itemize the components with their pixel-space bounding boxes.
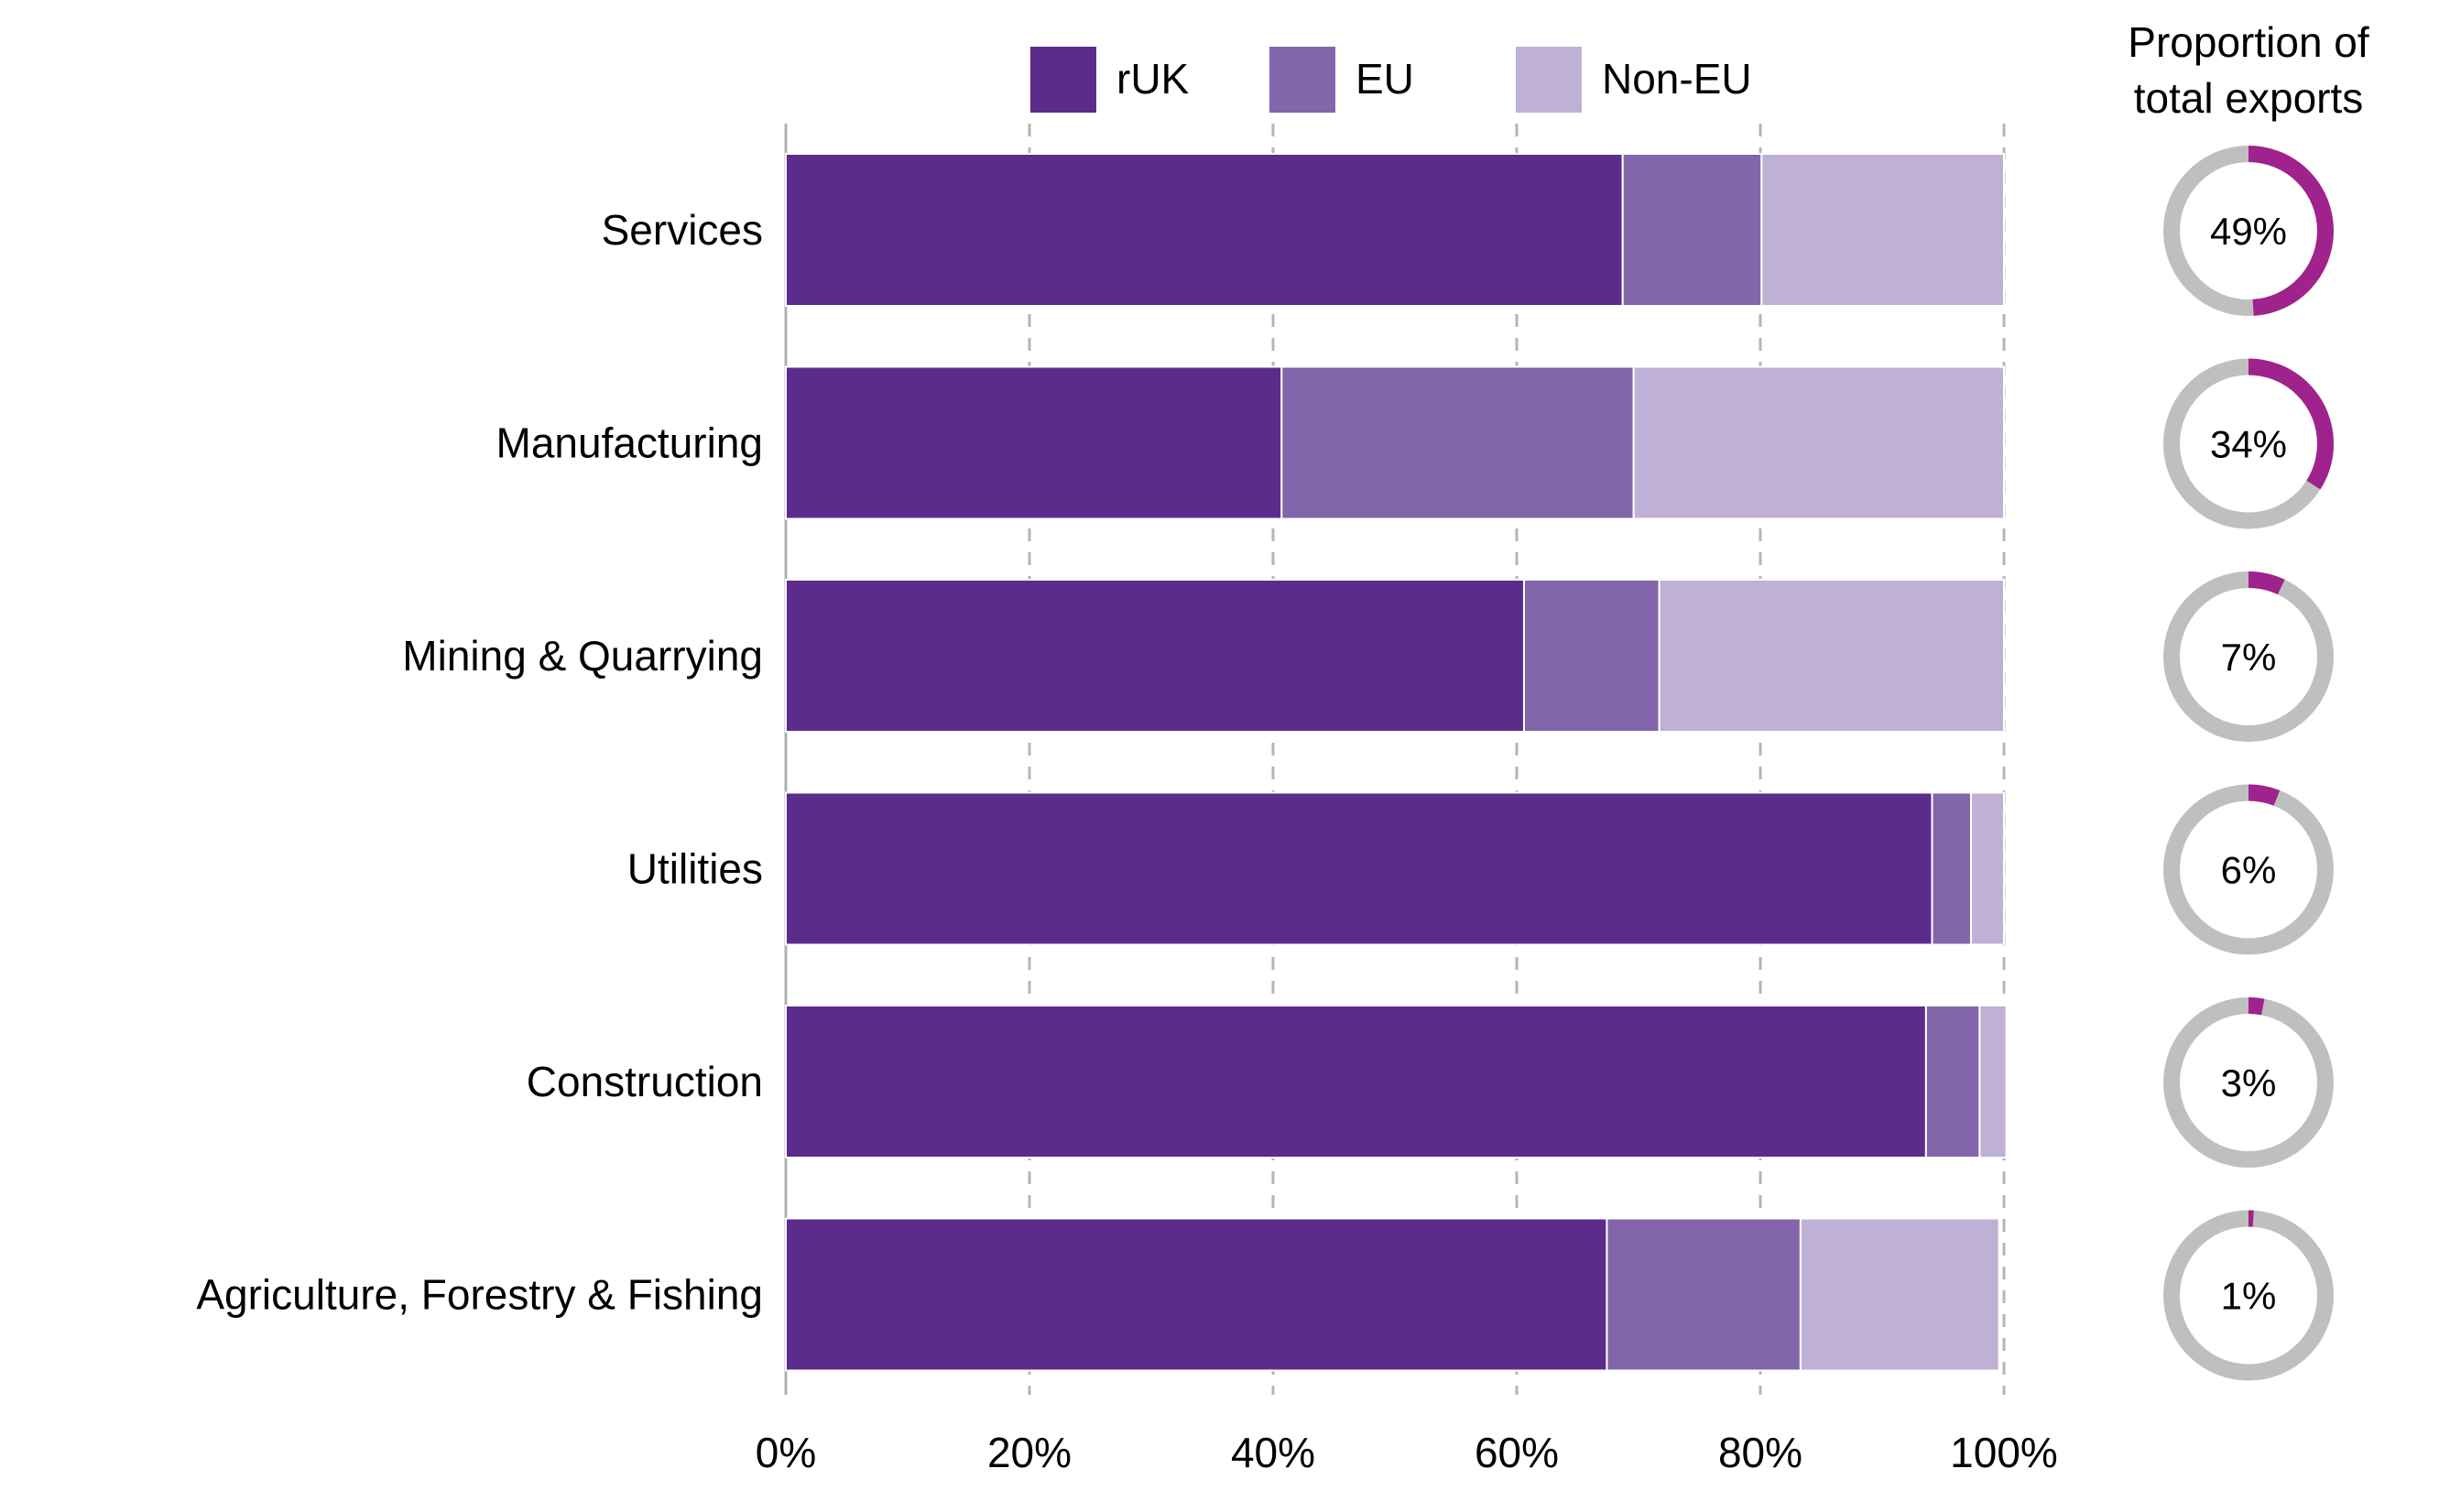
- donut-value-label: 6%: [2221, 849, 2277, 892]
- bar-segment: [785, 579, 1525, 733]
- bar-segment: [1658, 579, 2005, 733]
- donut-title-line-2: total exports: [2134, 74, 2364, 122]
- x-tick-label: 40%: [1231, 1429, 1315, 1476]
- category-label: Agriculture, Forestry & Fishing: [196, 1271, 763, 1319]
- bar-segment: [785, 153, 1624, 307]
- bar-segment: [785, 1005, 1927, 1158]
- legend-label: Non-EU: [1602, 55, 1752, 103]
- bar-segment: [1632, 365, 2006, 520]
- donut-title-line-1: Proportion of: [2128, 18, 2369, 66]
- donut-value-label: 34%: [2210, 423, 2287, 466]
- category-label: Utilities: [627, 845, 763, 893]
- x-tick-label: 60%: [1475, 1429, 1559, 1476]
- category-label: Mining & Quarrying: [402, 632, 763, 680]
- bar-segment: [1606, 1217, 1802, 1372]
- legend-label: EU: [1356, 55, 1414, 103]
- bar-segment: [1522, 579, 1660, 733]
- bar-segments: [785, 153, 2008, 1372]
- bar-segment: [1970, 791, 2006, 946]
- x-tick-label: 80%: [1718, 1429, 1802, 1476]
- donut-arc: [2163, 571, 2334, 742]
- x-tick-label: 0%: [756, 1429, 816, 1476]
- category-label: Manufacturing: [496, 419, 764, 467]
- legend-swatch: [1030, 47, 1096, 113]
- grid-lines: [1028, 124, 2006, 1395]
- bar-segment: [785, 791, 1933, 946]
- category-label: Services: [602, 206, 763, 254]
- x-tick-label: 100%: [1950, 1429, 2058, 1476]
- bar-segment: [1799, 1217, 2000, 1372]
- legend-label: rUK: [1116, 55, 1190, 103]
- bar-segment: [1280, 365, 1635, 520]
- donut-value-label: 7%: [2221, 636, 2277, 679]
- bar-segment: [785, 1217, 1608, 1372]
- legend-swatch: [1516, 47, 1582, 113]
- donut-arc: [2163, 146, 2334, 316]
- x-tick-label: 20%: [987, 1429, 1072, 1476]
- category-label: Construction: [527, 1058, 763, 1105]
- category-labels: Services Manufacturing Mining & Quarrying U…: [196, 206, 763, 1319]
- bar-segment: [1924, 1005, 1981, 1158]
- bar-segment: [1760, 153, 2005, 307]
- x-tick-labels: 0% 20% 40% 60% 80% 100%: [756, 1429, 2058, 1476]
- donut-charts: Proportion of total exports 49% 34% 7% 6% 3%…: [2128, 18, 2369, 1381]
- donut-value-label: 3%: [2221, 1061, 2277, 1104]
- donut-value-label: 49%: [2210, 210, 2287, 253]
- legend: rUK EU Non-EU: [1030, 47, 1752, 113]
- bar-segment: [785, 365, 1283, 520]
- bar-segment: [1621, 153, 1763, 307]
- donut-arc: [2163, 358, 2334, 529]
- donut-arc: [2163, 1210, 2334, 1381]
- legend-swatch: [1269, 47, 1335, 113]
- bar-segment: [1931, 791, 1973, 946]
- donut-arc: [2163, 784, 2334, 955]
- donut-value-label: 1%: [2221, 1275, 2277, 1318]
- bar-segment: [1978, 1005, 2008, 1158]
- donut-arc: [2163, 997, 2334, 1168]
